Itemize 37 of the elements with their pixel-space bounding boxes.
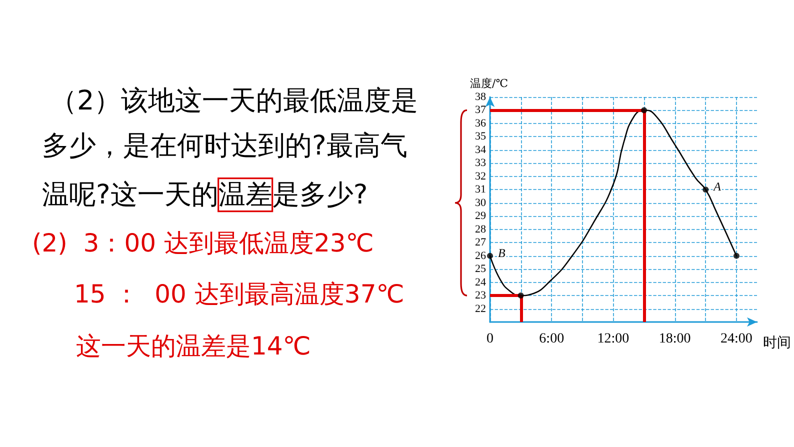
point (487, 252, 493, 259)
y-tick-label: 35 (475, 130, 486, 143)
y-tick-label: 24 (475, 276, 486, 288)
x-tick-label: 6:00 (539, 332, 564, 346)
y-tick-label: 29 (475, 210, 486, 222)
text: (2) 3：00 达到最低温度23℃ (32, 228, 374, 258)
y-tick-label: 34 (475, 144, 486, 156)
y-tick-label: 38 (475, 91, 486, 103)
point (702, 186, 709, 193)
y-tick-label: 32 (475, 170, 486, 182)
x-tick-label: 18:00 (658, 332, 691, 346)
text: 这一天的温差是14℃ (76, 332, 311, 360)
text: 15 ： 00 达到最高温度37℃ (74, 280, 404, 308)
y-tick-label: 36 (475, 117, 486, 130)
y-tick-label: 30 (475, 196, 486, 209)
y-tick-label: 33 (475, 157, 486, 170)
point (733, 252, 740, 259)
y-tick-label: 25 (475, 263, 486, 276)
y-tick-label: 28 (475, 223, 486, 236)
x-tick-label: 24:00 (720, 332, 752, 346)
point (518, 292, 524, 299)
y-tick-label: 26 (475, 250, 486, 262)
y-tick-label: 22 (475, 302, 486, 315)
x-tick-label: 12:00 (597, 332, 630, 346)
text: 温呢?这一天的温差是多少? (42, 179, 368, 210)
y-tick-label: 27 (475, 236, 486, 249)
y-tick-label: 37 (475, 104, 486, 116)
x-axis-title: 时间 (763, 335, 791, 351)
y-tick-label: 31 (475, 184, 486, 196)
annotation: B (498, 246, 506, 260)
point (641, 107, 648, 114)
y-axis-title: 温度/℃ (470, 77, 508, 90)
text: （2）该地这一天的最低温度是 (50, 86, 418, 116)
annotation: A (712, 180, 722, 194)
y-tick-label: 23 (475, 290, 486, 302)
x-tick-label: 0 (486, 332, 494, 346)
text: 多少，是在何时达到的?最高气 (42, 130, 408, 162)
